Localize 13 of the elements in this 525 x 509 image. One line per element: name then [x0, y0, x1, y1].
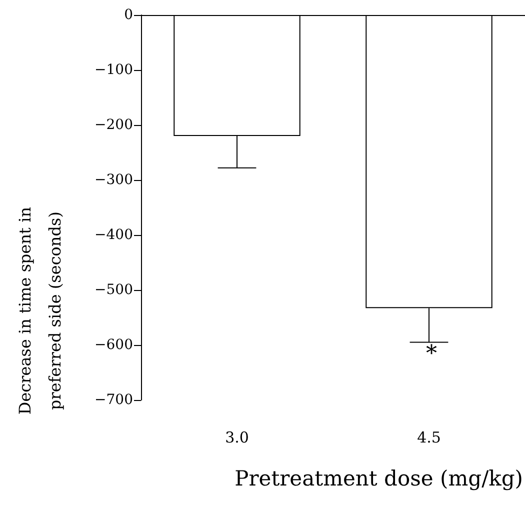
y-tick-label: −200: [94, 117, 133, 133]
y-tick-label: −600: [94, 337, 133, 353]
y-tick-label: −500: [94, 282, 133, 298]
x-axis-title: Pretreatment dose (mg/kg): [234, 466, 524, 490]
x-tick-label: 3.0: [225, 428, 249, 446]
y-axis-title: Decrease in time spent in preferred side (seconds): [16, 207, 64, 415]
y-tick-label: −100: [94, 62, 133, 78]
y-tick-label: −300: [94, 172, 133, 188]
y-tick-label: −700: [94, 392, 133, 408]
annotation: *: [426, 342, 437, 366]
x-tick-label: 4.5: [417, 428, 441, 446]
y-tick-label: 0: [124, 7, 133, 23]
y-tick-label: −400: [94, 227, 133, 243]
